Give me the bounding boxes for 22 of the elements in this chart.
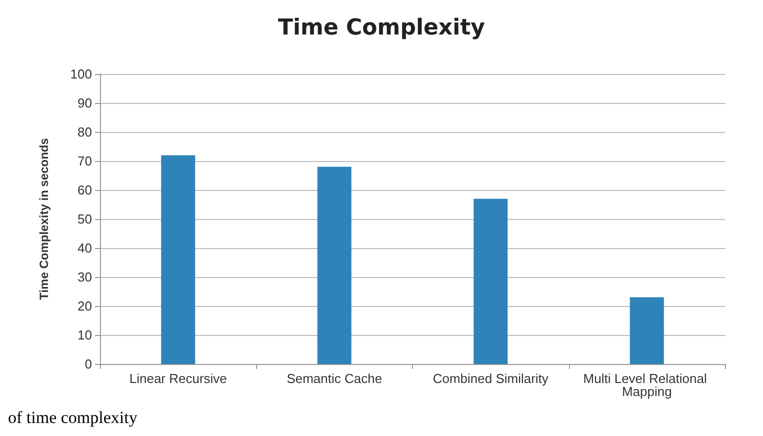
x-tick-label: Linear Recursive <box>129 371 227 386</box>
y-tick-label: 10 <box>78 328 92 342</box>
text: of time complexity <box>8 408 138 427</box>
y-tick-label: 50 <box>78 212 92 226</box>
bar <box>161 155 196 364</box>
y-axis-title: Time Complexity in seconds <box>37 138 51 300</box>
y-tick-label: 100 <box>70 66 92 82</box>
y-tick-label: 60 <box>78 182 92 198</box>
y-tick-label: 80 <box>78 124 92 140</box>
x-tick-label: Combined Similarity <box>432 371 549 386</box>
y-tick-label: 40 <box>78 240 92 256</box>
y-tick-label: 0 <box>84 356 92 372</box>
bar <box>317 166 352 364</box>
y-tick-label: 20 <box>78 298 92 314</box>
y-tick-label: 30 <box>78 270 92 284</box>
bar <box>474 198 508 364</box>
bar <box>630 297 664 364</box>
y-tick-label: 90 <box>78 96 92 110</box>
x-tick-label: Semantic Cache <box>286 371 382 386</box>
chart-title: Time Complexity <box>278 16 486 40</box>
y-tick-label: 70 <box>78 154 92 168</box>
x-tick-label: Multi Level Relational Mapping <box>583 371 710 399</box>
